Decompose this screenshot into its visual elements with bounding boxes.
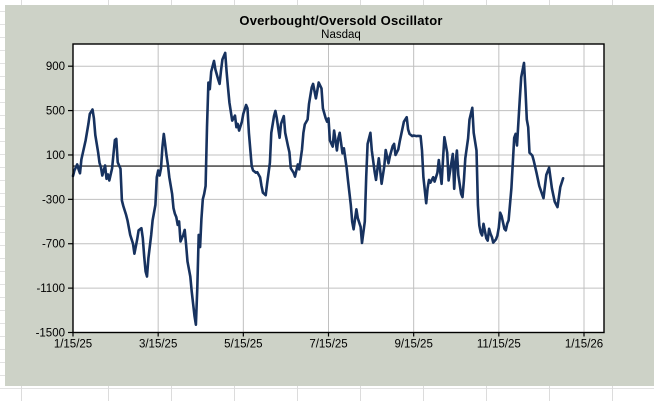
x-tick-label: 11/15/25 [477, 339, 521, 351]
x-tick-label: 7/15/25 [309, 339, 347, 351]
y-tick-label: -1500 [36, 328, 65, 340]
x-tick-label: 9/15/25 [394, 339, 432, 351]
chart-subtitle: Nasdaq [321, 29, 361, 41]
y-tick-label: 900 [46, 61, 65, 73]
plot-border [72, 43, 605, 334]
y-tick-label: -1100 [36, 283, 65, 295]
y-tick-label: -700 [42, 239, 65, 251]
y-tick-label: 500 [46, 106, 65, 118]
plot-background [73, 44, 604, 333]
series-line-oscillator [71, 51, 565, 327]
chart-area[interactable]: Overbought/Oversold Oscillator Nasdaq 90… [5, 5, 654, 386]
chart-title: Overbought/Oversold Oscillator [239, 13, 443, 28]
y-tick-label: 100 [46, 150, 65, 162]
x-tick-label: 3/15/25 [139, 339, 177, 351]
x-tick-label: 5/15/25 [224, 339, 262, 351]
x-tick-label: 1/15/25 [54, 339, 92, 351]
x-tick-label: 1/15/26 [565, 339, 603, 351]
y-tick-label: -300 [42, 194, 65, 206]
